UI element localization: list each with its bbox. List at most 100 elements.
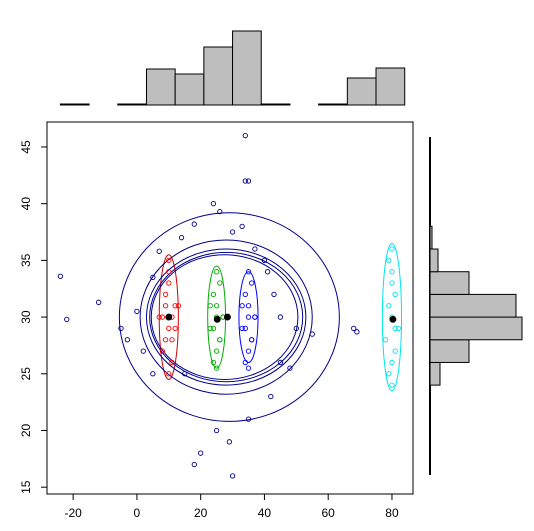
ellipse [381,242,403,392]
ellipse [238,271,259,363]
hist-bar [232,30,262,106]
point [64,316,70,322]
point [252,314,258,320]
point [213,427,220,434]
point [95,299,102,305]
y-tick-label: 30 [19,310,33,324]
point [175,303,182,309]
hist-bar [429,316,523,341]
hist-bar [346,77,377,106]
hist-bar [203,46,234,106]
point [150,371,156,377]
point [198,450,204,456]
point [277,314,284,320]
point [162,337,169,343]
y-tick-label: 35 [19,253,33,267]
hist-bar [318,103,348,106]
point [242,178,248,184]
hist-bar [174,73,205,106]
point [217,208,223,215]
hist-bar [117,103,147,106]
ellipse [118,212,340,422]
point [213,303,220,309]
hist-bar [429,293,517,318]
point [229,473,236,479]
point [207,303,213,309]
point [389,382,395,388]
point [118,325,124,332]
x-tick-label: 80 [385,506,399,520]
point [242,132,248,139]
hist-bar [145,68,176,106]
point [395,325,401,332]
y-tick-label: 40 [19,197,33,211]
point [293,325,299,332]
point [389,246,395,252]
point [245,365,252,371]
ellipse [158,254,179,380]
point [392,291,398,298]
point [213,269,220,275]
point [162,303,169,309]
point [239,325,245,332]
ellipse [139,239,313,395]
point [217,337,223,343]
point [140,348,146,354]
point [389,315,397,323]
y-tick-label: 20 [19,423,33,437]
point [213,315,221,323]
point [245,269,252,275]
plot-frame [46,121,414,495]
point [191,221,197,227]
ellipse [145,248,307,386]
hist-bar [429,361,441,386]
hist-bar [59,103,90,106]
y-tick-label: 15 [19,480,33,494]
x-tick-label: -20 [64,506,82,520]
point [156,314,162,320]
hist-bar [429,225,433,250]
point [239,303,245,309]
point [389,280,395,286]
point [351,325,357,332]
x-tick-label: 60 [322,506,336,520]
point [166,257,172,264]
point [166,325,172,332]
point [172,303,178,309]
hist-bar [429,339,470,363]
x-tick-label: 20 [194,506,208,520]
point [386,257,392,264]
point [245,303,252,309]
ellipse [150,254,299,380]
point [268,393,274,400]
y-tick-label: 45 [19,140,33,154]
point [217,280,223,286]
point [159,348,166,354]
point [239,223,245,229]
hist-bar [429,271,470,295]
point [210,201,217,207]
point [156,248,162,254]
point [207,325,213,332]
point [159,314,166,320]
point [261,257,268,264]
point [213,348,220,354]
point [249,280,255,286]
point [252,246,258,252]
hist-bar [260,103,291,106]
point [165,313,173,321]
point [389,359,395,366]
point [191,461,197,468]
point [271,291,277,298]
point [169,359,175,366]
y-tick-label: 25 [19,367,33,381]
hist-bar [429,248,439,273]
point [223,313,231,321]
ellipse [149,251,304,383]
point [245,348,252,354]
point [264,269,271,275]
point [182,371,188,377]
point [309,331,315,337]
point [169,337,175,343]
point [166,371,172,377]
